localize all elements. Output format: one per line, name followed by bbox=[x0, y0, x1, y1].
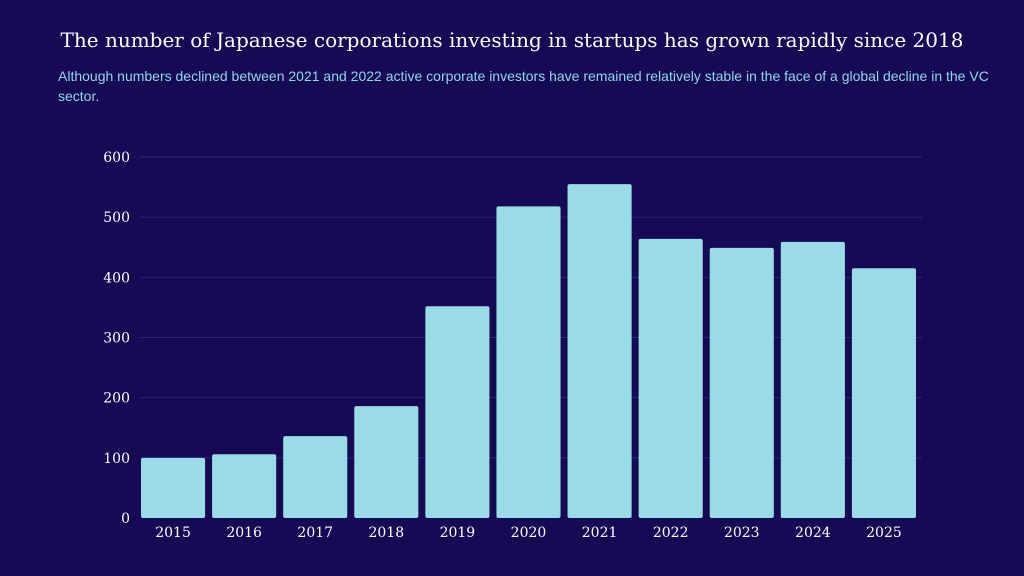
bar-2023 bbox=[709, 247, 774, 518]
bar-2021 bbox=[567, 184, 632, 518]
x-tick-label: 2017 bbox=[297, 525, 333, 541]
x-tick-label: 2023 bbox=[724, 525, 760, 541]
bar-2015 bbox=[141, 457, 206, 518]
x-tick-label: 2015 bbox=[155, 525, 191, 541]
chart-subtitle: Although numbers declined between 2021 a… bbox=[58, 68, 989, 104]
x-tick-label: 2016 bbox=[226, 525, 262, 541]
y-tick-label: 0 bbox=[121, 511, 130, 527]
bar-2016 bbox=[212, 454, 277, 518]
y-tick-label: 500 bbox=[103, 210, 130, 226]
x-tick-label: 2021 bbox=[582, 525, 618, 541]
x-tick-label: 2019 bbox=[440, 525, 476, 541]
y-tick-label: 200 bbox=[103, 391, 130, 407]
x-tick-label: 2024 bbox=[795, 525, 831, 541]
x-tick-label: 2025 bbox=[866, 525, 902, 541]
y-tick-label: 400 bbox=[103, 270, 130, 286]
bar-2018 bbox=[354, 406, 419, 518]
x-tick-label: 2018 bbox=[368, 525, 404, 541]
bar-2017 bbox=[283, 436, 348, 518]
x-tick-label: 2022 bbox=[653, 525, 689, 541]
y-tick-label: 300 bbox=[103, 331, 130, 347]
bar-2025 bbox=[851, 268, 916, 518]
bar-2022 bbox=[638, 238, 703, 518]
y-tick-label: 600 bbox=[103, 150, 130, 166]
x-tick-label: 2020 bbox=[511, 525, 547, 541]
bar-2024 bbox=[780, 241, 845, 518]
y-tick-label: 100 bbox=[103, 451, 130, 467]
bar-2019 bbox=[425, 306, 490, 518]
bar-2020 bbox=[496, 206, 561, 518]
chart-title: The number of Japanese corporations inve… bbox=[60, 28, 964, 52]
